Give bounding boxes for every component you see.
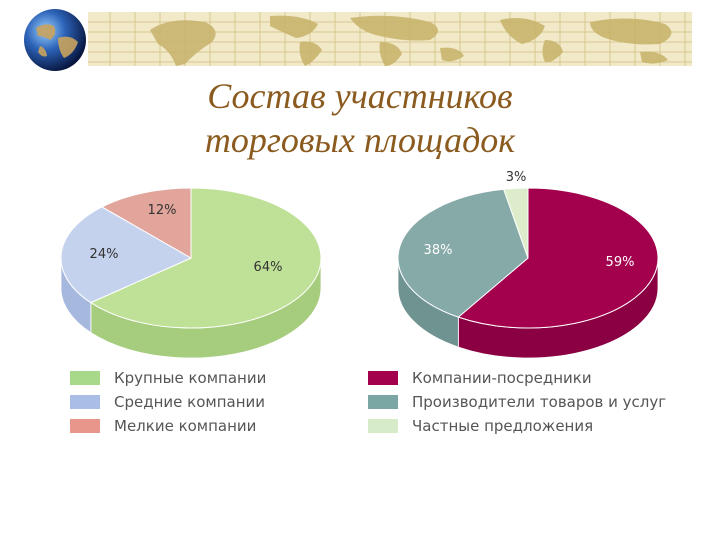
title-line-2: торговых площадок: [204, 120, 516, 160]
legend-swatch: [70, 371, 100, 385]
legend-label: Мелкие компании: [114, 417, 257, 435]
pie1-label-2: 24%: [90, 247, 119, 262]
legend-swatch: [368, 371, 398, 385]
legend-label: Компании-посредники: [412, 369, 592, 387]
legend-item-1-2: Средние компании: [70, 390, 266, 414]
legend-right: Компании-посредники Производители товаров…: [368, 366, 666, 438]
legend-item-1-1: Крупные компании: [70, 366, 266, 390]
legend-swatch: [70, 419, 100, 433]
pie2-label-1: 59%: [606, 255, 635, 270]
legend-item-2-3: Частные предложения: [368, 414, 666, 438]
pie-chart-1: 64% 24% 12%: [60, 187, 322, 359]
legend-swatch: [368, 395, 398, 409]
pie2-slice-1: [457, 187, 659, 329]
pie1-slice-1: [89, 187, 322, 329]
pie1-label-1: 64%: [254, 260, 283, 275]
slide-title: Состав участников торговых площадок: [150, 74, 570, 162]
pie2-label-3: 3%: [506, 170, 527, 185]
pie2-label-2: 38%: [424, 243, 453, 258]
pie1-slice-2: [60, 206, 193, 304]
legend-item-1-3: Мелкие компании: [70, 414, 266, 438]
legend-swatch: [368, 419, 398, 433]
legend-label: Крупные компании: [114, 369, 267, 387]
legend-left: Крупные компании Средние компании Мелкие к…: [70, 366, 266, 438]
legend-item-2-1: Компании-посредники: [368, 366, 666, 390]
pie2-slice-3: [502, 187, 529, 259]
pie1-label-3: 12%: [148, 203, 177, 218]
pie2-slice-2: [397, 188, 529, 318]
header-banner: [24, 9, 692, 71]
title-line-1: Состав участников: [207, 76, 513, 116]
globe-icon: [24, 9, 86, 71]
legend-label: Средние компании: [114, 393, 266, 411]
legend-label: Производители товаров и услуг: [412, 393, 667, 411]
legend-item-2-2: Производители товаров и услуг: [368, 390, 666, 414]
pie1-slice-3: [100, 187, 192, 259]
pie-chart-2: 59% 38% 3%: [397, 170, 659, 359]
legend-label: Частные предложения: [412, 417, 594, 435]
legend-swatch: [70, 395, 100, 409]
